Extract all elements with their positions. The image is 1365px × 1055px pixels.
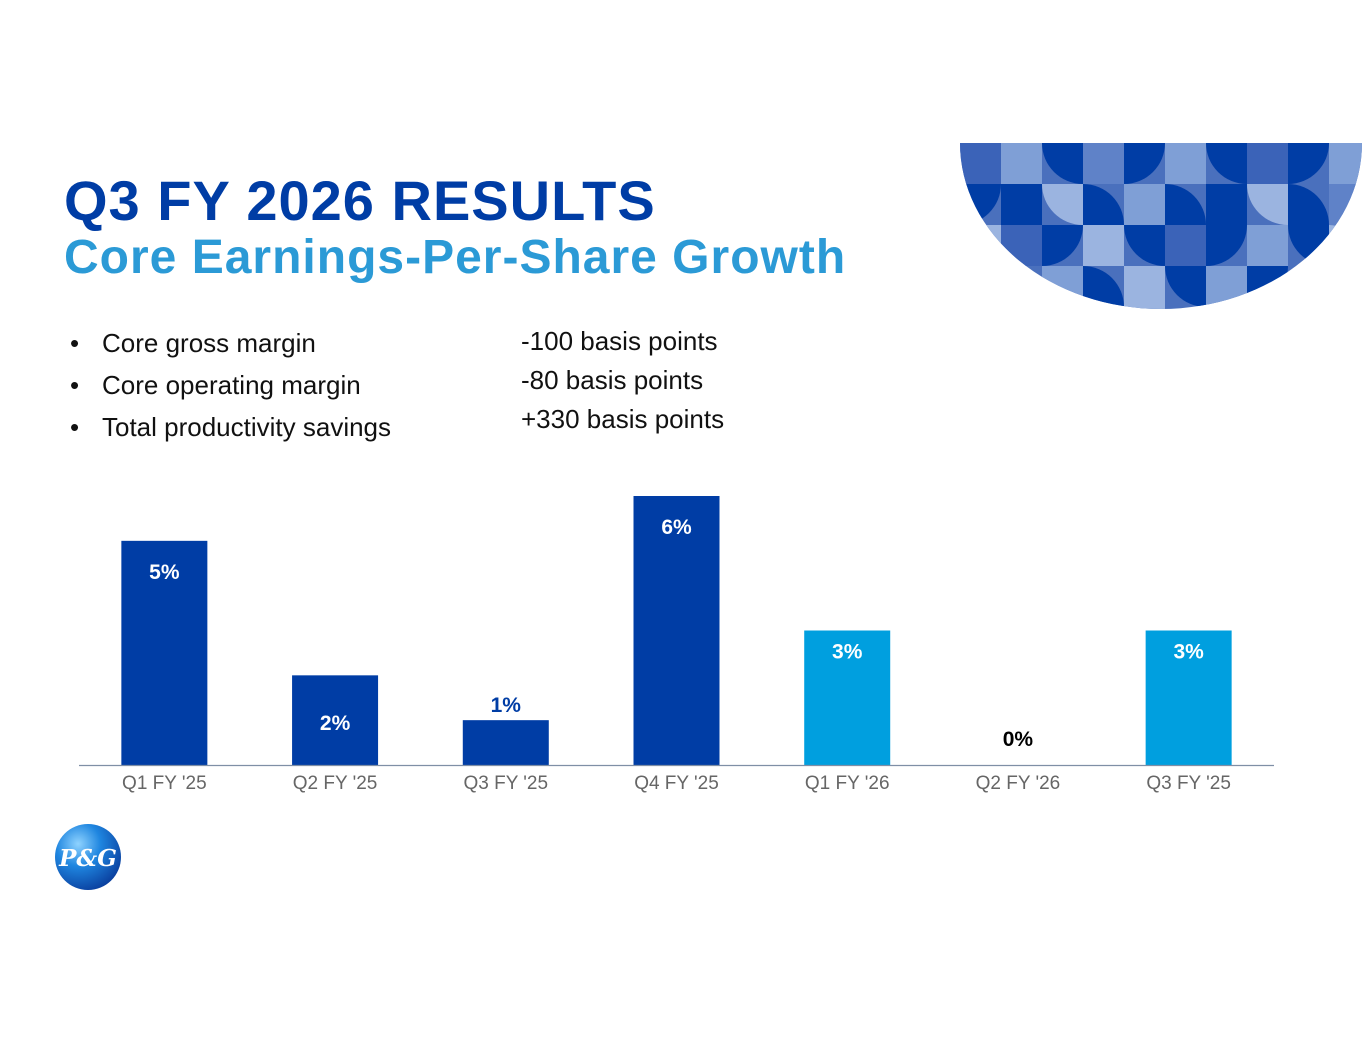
metric-value: -100 basis points	[521, 326, 718, 356]
x-tick-label: Q4 FY '25	[634, 773, 719, 794]
metric-label-list: • Core gross margin • Core operating margi…	[70, 322, 391, 448]
x-tick-label: Q3 FY '25	[1146, 773, 1231, 794]
bar	[292, 675, 379, 765]
x-tick-label: Q1 FY '26	[805, 773, 890, 794]
data-label: 3%	[832, 641, 863, 664]
metric-label: • Total productivity savings	[70, 406, 391, 448]
bullet-icon: •	[70, 412, 80, 442]
metric-value-list: -100 basis points -80 basis points +330 …	[521, 322, 724, 439]
page-title: Q3 FY 2026 RESULTS	[64, 169, 656, 232]
bullet-icon: •	[70, 370, 80, 400]
data-label: 3%	[1173, 641, 1204, 664]
x-tick-label: Q1 FY '25	[122, 773, 207, 794]
x-tick-label: Q2 FY '25	[293, 773, 378, 794]
data-label: 0%	[1003, 728, 1034, 751]
decorative-pattern	[960, 143, 1362, 309]
bar	[1145, 630, 1232, 765]
metric-value: +330 basis points	[521, 404, 725, 434]
x-tick-label: Q2 FY '26	[976, 773, 1061, 794]
metric-label: • Core gross margin	[70, 322, 391, 364]
bar	[462, 720, 549, 765]
data-label: 1%	[491, 694, 522, 717]
bar	[633, 496, 720, 765]
metric-label: • Core operating margin	[70, 364, 391, 406]
svg-text:P&G: P&G	[58, 845, 117, 872]
bullet-icon: •	[70, 328, 80, 358]
bar	[804, 630, 891, 765]
bar	[121, 540, 208, 765]
data-label: 5%	[149, 561, 180, 584]
metric-value: -80 basis points	[521, 365, 704, 395]
x-tick-label: Q3 FY '25	[463, 773, 548, 794]
page-subtitle: Core Earnings-Per-Share Growth	[64, 231, 847, 284]
data-label: 6%	[661, 516, 692, 539]
data-label: 2%	[320, 712, 351, 735]
pg-logo: P&G	[55, 824, 121, 890]
